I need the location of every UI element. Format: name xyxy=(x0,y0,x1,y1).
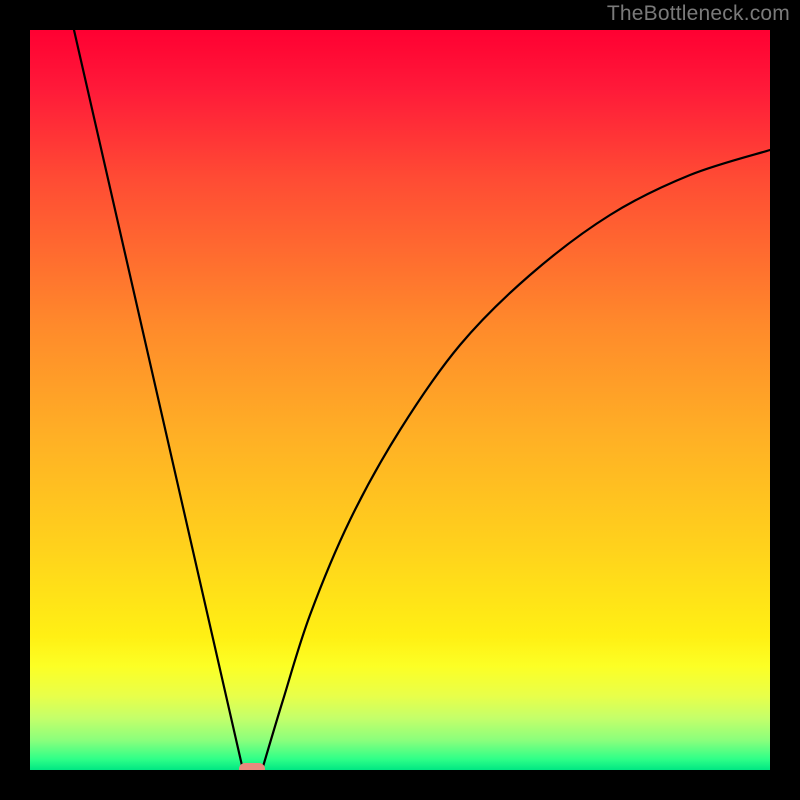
chart-container: TheBottleneck.com xyxy=(0,0,800,800)
gradient-background xyxy=(30,30,770,770)
bottleneck-plot xyxy=(0,0,800,800)
watermark-text: TheBottleneck.com xyxy=(607,2,790,26)
